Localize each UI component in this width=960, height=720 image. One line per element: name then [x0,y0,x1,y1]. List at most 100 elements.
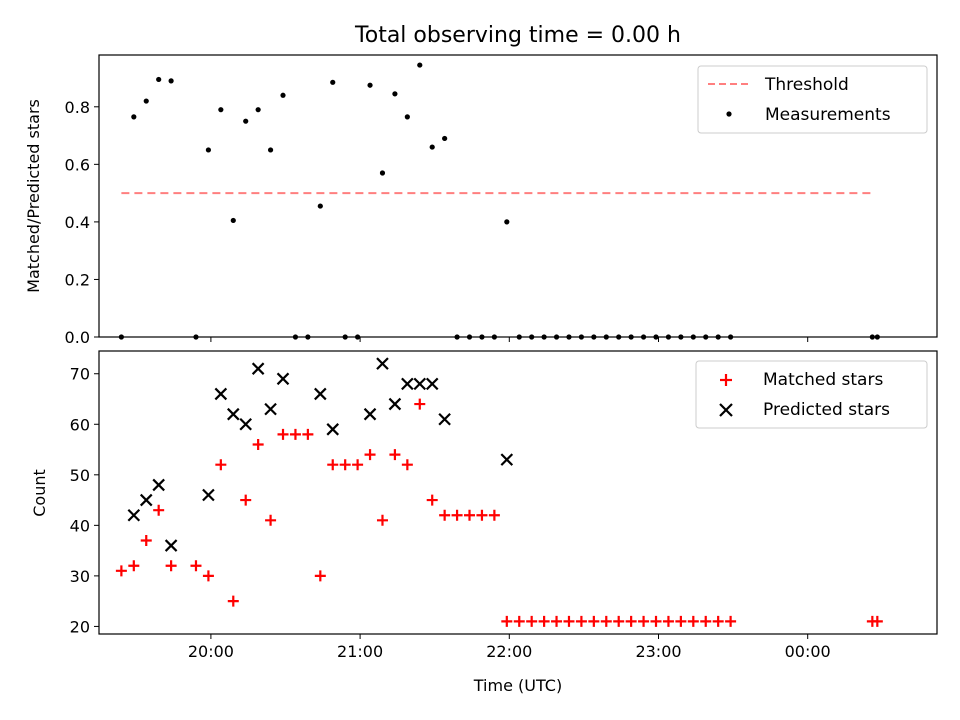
measurement-point [168,78,174,84]
count-y-tick-label: 70 [70,365,90,384]
matched-star-point [277,428,289,440]
matched-star-point [115,565,127,577]
matched-star-point [476,509,488,521]
matched-star-point [215,459,227,471]
matched-star-point [638,615,650,627]
measurement-point [330,79,336,85]
matched-star-point [364,449,376,461]
x-tick-label: 22:00 [486,642,532,661]
predicted-star-point [127,508,141,522]
measurement-point [404,114,410,120]
ratio-y-ticks: 0.0 0.2 0.4 0.6 0.8 [65,98,99,347]
matched-star-point [289,428,301,440]
matched-star-point [414,398,426,410]
measurement-point [429,144,435,150]
measurements-legend-marker [726,111,732,117]
matched-star-point [700,615,712,627]
matched-star-point [675,615,687,627]
predicted-star-point [425,377,439,391]
matched-star-point [140,535,152,547]
measurement-point [230,217,236,224]
x-tick-label: 00:00 [785,642,831,661]
measurement-point [392,91,398,97]
measurement-point [243,118,249,124]
matched-star-point [464,509,476,521]
matched-legend-marker [720,374,732,386]
matched-star-point [389,449,401,461]
measurement-point [143,98,149,104]
figure-title: Total observing time = 0.00 h [354,23,681,48]
measurement-point [267,147,274,153]
predicted-star-point [164,539,178,552]
matched-star-point [600,615,612,627]
predicted-star-point [413,377,427,391]
ratio-y-tick-label: 0.0 [65,328,90,347]
measurement-point [131,114,137,120]
predicted-star-point [214,387,228,401]
count-plot-area [115,357,883,627]
predicted-star-point [401,377,414,391]
measurement-point [379,170,386,176]
matched-star-point [265,514,277,526]
x-tick-label: 20:00 [188,642,234,661]
count-y-tick-label: 30 [70,567,90,586]
measurement-point [218,107,224,113]
matched-star-point [451,509,463,521]
ratio-y-tick-label: 0.6 [65,155,90,174]
count-y-tick-label: 20 [70,617,90,636]
predicted-star-point [139,493,153,507]
matched-star-point [488,509,500,521]
count-y-tick-label: 40 [70,516,90,535]
ratio-panel: 0.00.20.40.60.8 Matched/Predicted stars … [24,54,938,347]
matched-star-point [871,615,883,627]
matched-star-point [202,570,214,582]
ratio-y-tick-label: 0.2 [65,270,90,289]
matched-star-point [426,494,438,506]
matched-star-point [526,615,538,627]
matched-star-point [227,595,239,607]
matched-star-point [240,494,252,506]
measurement-point [417,62,423,68]
matched-star-point [376,514,388,526]
matched-star-point [563,615,575,627]
count-y-ticks: 20 30 40 50 60 70 [70,365,99,636]
count-legend: Matched stars Predicted stars [695,360,928,429]
matched-star-point [687,615,699,627]
matched-star-point [551,615,563,627]
matched-legend-label: Matched stars [763,370,883,390]
ratio-y-tick-label: 0.4 [65,213,90,232]
matched-star-point [314,570,326,582]
measurement-point [367,82,373,88]
predicted-star-point [376,357,389,370]
matched-star-point [625,615,637,627]
matched-star-point [302,428,314,440]
matched-star-point [165,560,177,572]
count-x-ticks: 20:00 21:00 22:00 23:00 00:00 [188,634,831,661]
count-y-axis-label: Count [30,469,49,517]
ratio-legend: Threshold Measurements [697,65,928,134]
matched-star-point [339,459,351,471]
count-legend-box [695,360,928,429]
matched-star-point [712,615,724,627]
predicted-star-point [363,407,377,421]
threshold-legend-label: Threshold [764,75,849,95]
measurement-point [255,107,261,113]
matched-star-point [153,504,165,516]
measurement-point [156,76,162,83]
predicted-star-point [326,423,340,436]
x-axis-label: Time (UTC) [473,676,562,695]
ratio-legend-box [697,65,928,134]
predicted-star-point [314,387,327,401]
measurement-point [504,219,510,225]
matched-star-point [588,615,600,627]
ratio-y-axis-label: Matched/Predicted stars [24,99,43,293]
predicted-star-point [500,453,514,466]
measurement-point [205,147,212,153]
matched-star-point [613,615,625,627]
matched-star-point [252,438,264,450]
matched-star-point [327,459,339,471]
matched-star-point [513,615,525,627]
matched-star-point [501,615,513,627]
count-y-tick-label: 50 [70,466,90,485]
